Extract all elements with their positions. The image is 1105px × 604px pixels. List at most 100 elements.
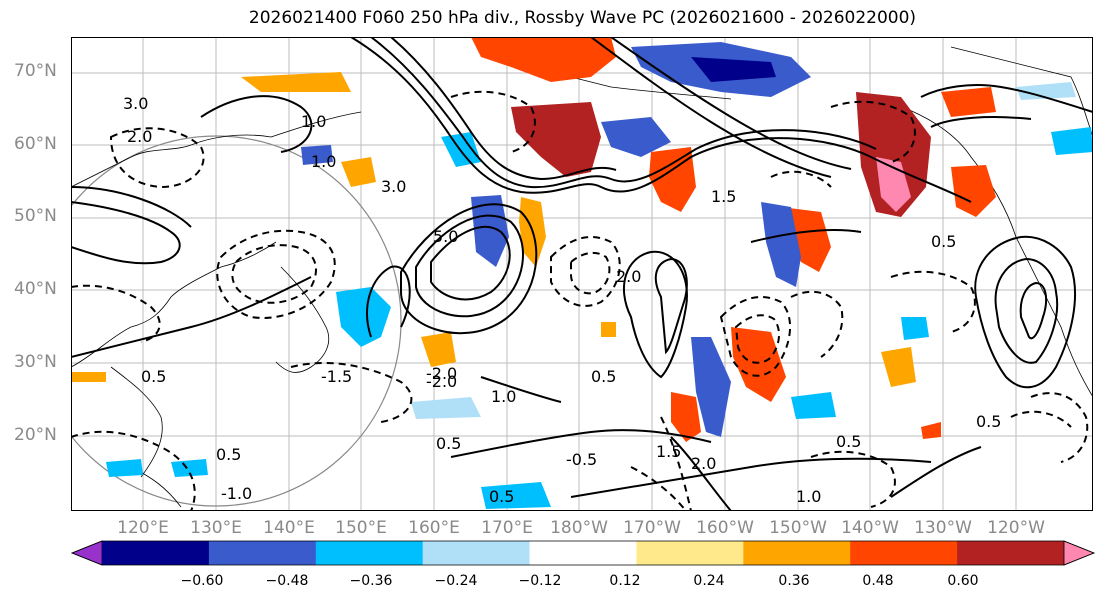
contour-label: 3.0 (123, 94, 148, 113)
colorbar-tick-label: −0.12 (518, 573, 562, 589)
positive-anomaly (471, 37, 616, 82)
colorbar-tick-label: 0.48 (862, 573, 894, 589)
dashed-contours (71, 90, 1089, 511)
colorbar-tick-label: 0.60 (947, 573, 979, 589)
positive-anomaly (601, 322, 616, 337)
contour-label: 2.0 (691, 454, 716, 473)
contour-label: 0.5 (489, 487, 514, 506)
colorbar-tick-label: −0.48 (265, 573, 309, 589)
colorbar-segment (315, 541, 424, 565)
contour-label: 1.5 (711, 187, 736, 206)
contour-label: -2.0 (426, 372, 457, 391)
colorbar-segment (743, 541, 851, 565)
positive-anomaly (941, 87, 996, 117)
positive-anomaly (71, 372, 106, 382)
contour-label: 1.0 (796, 487, 821, 506)
lat-label: 50°N (14, 206, 57, 226)
region-circle (71, 135, 402, 507)
contour-label: 0.5 (931, 232, 956, 251)
contour-labels: 3.0 2.0 1.0 0.5 -1.5 -2.0 5.0 3.0 1.0 1.… (123, 94, 1001, 506)
negative-anomaly (411, 397, 481, 419)
positive-anomaly (921, 422, 941, 439)
contour-label: 1.0 (491, 387, 516, 406)
lat-label: 70°N (14, 61, 57, 81)
lon-label: 120°W (987, 518, 1045, 538)
lon-label: 130°W (914, 518, 972, 538)
lon-label: 130°E (190, 518, 242, 538)
contour-label: -0.5 (566, 450, 597, 469)
negative-anomaly (481, 482, 551, 509)
negative-anomaly (171, 459, 208, 477)
colorbar-tick-label: 0.12 (609, 573, 641, 589)
colorbar-segment (957, 541, 1065, 565)
contour-label: 1.0 (301, 112, 326, 131)
positive-anomaly (856, 92, 931, 217)
contour-label: 5.0 (433, 227, 458, 246)
colorbar-segment (208, 541, 317, 565)
colorbar-tick-label: −0.36 (349, 573, 393, 589)
colorbar (71, 540, 1095, 566)
positive-anomaly (241, 72, 351, 92)
colorbar-extend-min (71, 540, 103, 566)
contour-label: 0.5 (591, 367, 616, 386)
colorbar-segment (422, 541, 531, 565)
colorbar-segment (102, 541, 210, 565)
positive-anomaly (951, 165, 996, 217)
colorbar-tick-label: 0.36 (778, 573, 810, 589)
lat-label: 60°N (14, 134, 57, 154)
positive-anomaly (671, 392, 701, 442)
contour-label: 0.5 (436, 434, 461, 453)
colorbar-tick-label: −0.24 (434, 573, 478, 589)
lon-label: 170°W (623, 518, 681, 538)
lon-label: 120°E (117, 518, 169, 538)
negative-anomaly (1051, 127, 1093, 155)
positive-anomaly (731, 327, 786, 402)
lon-label: 140°E (263, 518, 315, 538)
colorbar-tick-label: 0.24 (693, 573, 725, 589)
positive-anomaly (649, 147, 696, 212)
positive-anomaly (511, 102, 601, 177)
negative-anomaly (471, 195, 509, 267)
contour-label: 3.0 (381, 177, 406, 196)
negative-anomaly (761, 202, 801, 287)
contour-label: 0.5 (836, 432, 861, 451)
contour-label: -1.5 (321, 367, 352, 386)
contour-label: -1.0 (221, 484, 252, 503)
colorbar-tick-label: −0.60 (180, 573, 224, 589)
contour-label: -2.0 (426, 364, 457, 383)
positive-anomaly (421, 332, 456, 367)
map-panel: 3.0 2.0 1.0 0.5 -1.5 -2.0 5.0 3.0 1.0 1.… (71, 37, 1093, 511)
divergence-shading (71, 37, 1093, 509)
lon-label: 150°W (769, 518, 827, 538)
contour-label: 0.5 (216, 445, 241, 464)
negative-anomaly (691, 337, 731, 437)
colorbar-outline (71, 540, 1095, 566)
lon-label: 150°E (335, 518, 387, 538)
contour-label: 0.5 (976, 412, 1001, 431)
map-title: 2026021400 F060 250 hPa div., Rossby Wav… (248, 8, 917, 28)
lat-label: 20°N (14, 425, 57, 445)
contour-label: 2.0 (616, 267, 641, 286)
lon-label: 160°E (408, 518, 460, 538)
negative-anomaly (336, 287, 391, 347)
contour-label: 2.0 (127, 127, 152, 146)
negative-anomaly (106, 459, 143, 477)
negative-anomaly (601, 117, 671, 157)
negative-anomaly (901, 317, 929, 340)
contour-label: 0.5 (141, 367, 166, 386)
positive-anomaly (341, 157, 376, 187)
negative-anomaly (791, 392, 836, 419)
lon-label: 170°E (481, 518, 533, 538)
lon-label: 160°W (696, 518, 754, 538)
lon-label: 180°W (550, 518, 608, 538)
colorbar-segment (850, 541, 958, 565)
colorbar-segment (529, 541, 637, 565)
lon-label: 140°W (841, 518, 899, 538)
contour-label: 1.0 (311, 152, 336, 171)
negative-anomaly (1016, 82, 1076, 100)
gridlines (71, 37, 1093, 511)
lat-label: 40°N (14, 279, 57, 299)
contour-label: 1.5 (656, 442, 681, 461)
negative-anomaly (301, 145, 333, 165)
negative-anomaly (691, 57, 776, 82)
